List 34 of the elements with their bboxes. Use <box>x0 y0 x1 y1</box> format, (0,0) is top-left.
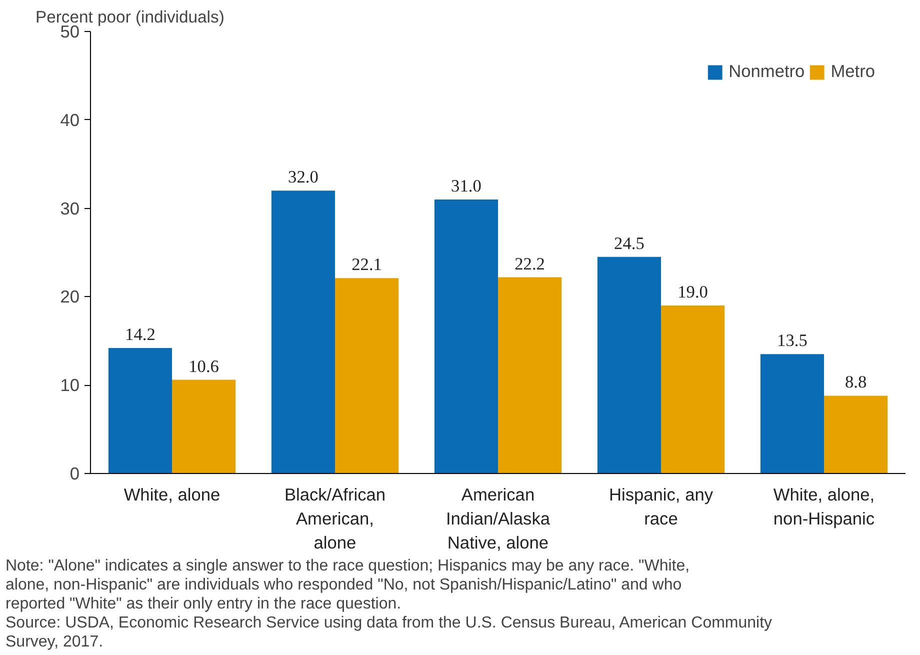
data-label: 22.1 <box>352 255 382 274</box>
y-tick-label: 40 <box>60 110 80 130</box>
legend-label: Nonmetro <box>728 61 805 82</box>
bar <box>271 190 335 474</box>
bar <box>824 396 888 474</box>
bar <box>108 348 172 474</box>
data-label: 10.6 <box>188 356 220 376</box>
bar <box>335 278 399 474</box>
bar <box>760 354 824 474</box>
data-label: 22.2 <box>514 254 545 274</box>
data-label: 14.2 <box>125 324 156 344</box>
x-tick-label: Black/African American, alone <box>284 484 386 552</box>
legend-label: Metro <box>830 61 875 82</box>
text: Note: "Alone" indicates a single answer to the race question; Hispanics may be any race. "White, alone, non-Hispanic" are individuals who responded "No, not Spanish/Hispanic/Latino" and who reported "White" as their only entry in the race question. <box>6 558 690 612</box>
bar <box>597 256 661 474</box>
y-tick-label: 0 <box>70 464 80 484</box>
x-tick-label: Hispanic, any race <box>608 484 714 528</box>
bar <box>498 277 562 474</box>
data-label: 24.5 <box>614 234 644 253</box>
data-label: 31.0 <box>451 176 482 196</box>
y-tick-label: 30 <box>60 198 80 218</box>
source-note: Source: USDA, Economic Research Service using data from the U.S. Census Bureau, American Community Survey, 2017. <box>6 614 772 650</box>
data-label: 19.0 <box>678 282 708 302</box>
x-tick-label: White, alone, non-Hispanic <box>773 484 875 528</box>
bar <box>661 306 725 474</box>
bar <box>172 380 236 474</box>
y-tick-label: 10 <box>60 375 80 396</box>
data-label: 8.8 <box>844 372 867 392</box>
x-tick-label: American Indian/Alaska Native, alone <box>446 484 550 552</box>
x-tick-label: White, alone <box>124 484 220 504</box>
data-label: 32.0 <box>288 168 318 187</box>
y-tick-label: 20 <box>60 286 80 307</box>
bar <box>434 199 498 474</box>
data-label: 13.5 <box>777 331 808 350</box>
